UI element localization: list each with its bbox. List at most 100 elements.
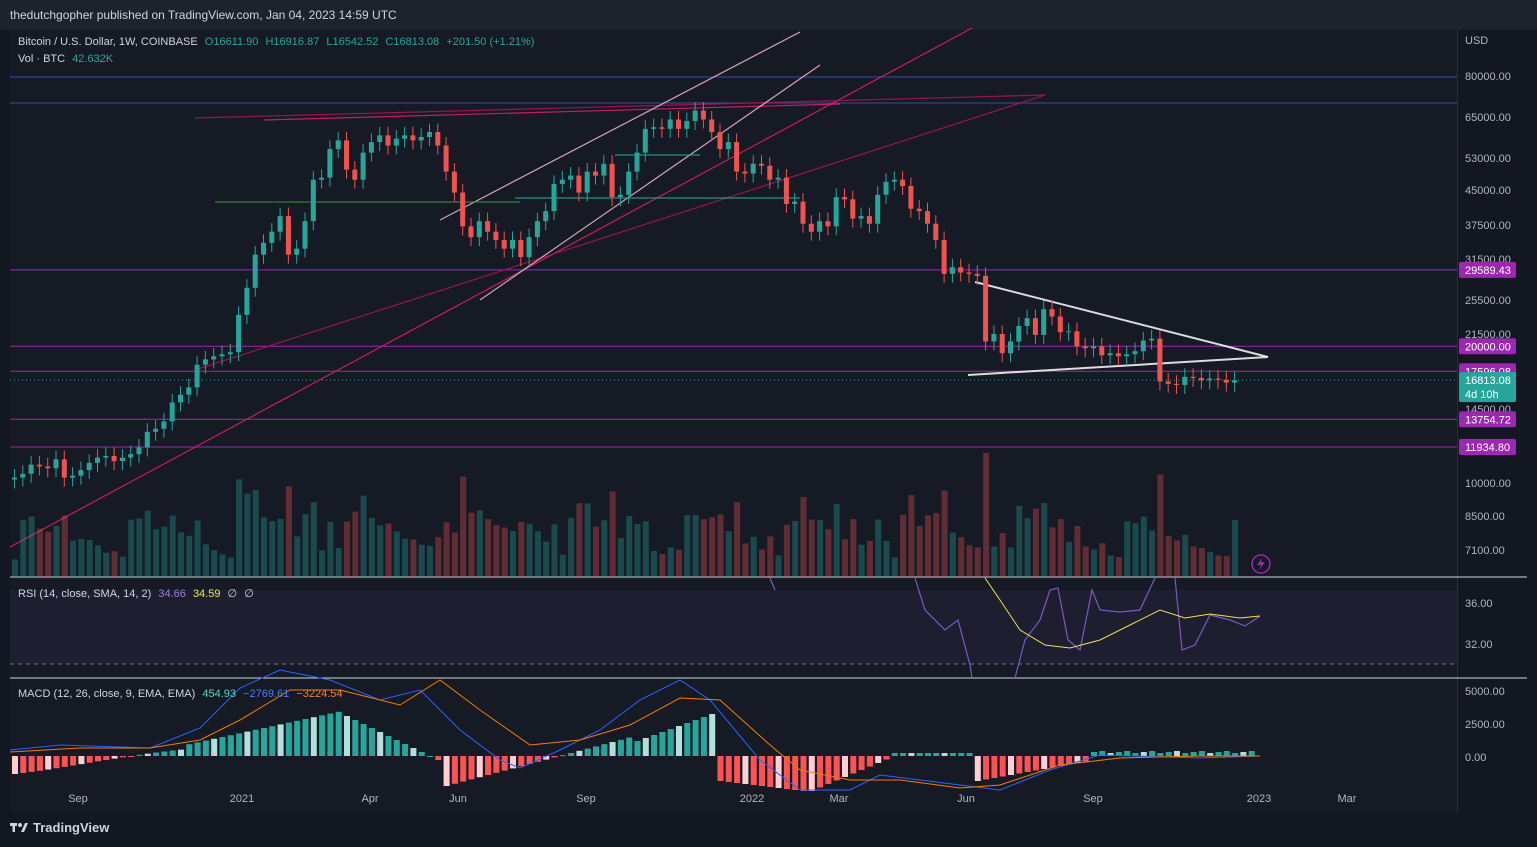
- macd-histogram-bar: [1174, 751, 1180, 756]
- volume-bar: [1082, 546, 1089, 577]
- trendline: [263, 103, 841, 121]
- volume-bar: [385, 523, 392, 577]
- macd-histogram-bar: [783, 756, 790, 789]
- symbol-label[interactable]: Bitcoin / U.S. Dollar, 1W, COINBASE: [18, 36, 198, 48]
- macd-histogram-bar: [792, 756, 799, 790]
- rsi-empty-1: ∅: [227, 588, 238, 600]
- rsi-sma-line: [984, 577, 1261, 649]
- macd-histogram-bar: [642, 738, 649, 756]
- macd-histogram-bar: [858, 756, 865, 770]
- candle-body: [28, 464, 34, 474]
- volume-bar: [1091, 549, 1097, 577]
- candle-body: [1115, 353, 1121, 357]
- candle-body: [800, 201, 806, 224]
- volume-bar: [593, 526, 599, 577]
- candle-body: [335, 140, 341, 150]
- candle-body: [576, 175, 582, 193]
- volume-bar: [119, 556, 126, 577]
- macd-histogram-bar: [593, 746, 599, 756]
- lightning-icon[interactable]: [1251, 554, 1271, 574]
- macd-histogram-bar: [576, 750, 583, 756]
- candle-body: [352, 169, 358, 180]
- volume-bar: [651, 550, 658, 577]
- candle-body: [767, 165, 773, 180]
- volume-bar: [1008, 547, 1014, 577]
- volume-bar: [435, 537, 442, 577]
- candle-body: [1207, 378, 1213, 381]
- volume-bar: [468, 512, 475, 577]
- macd-histogram-bar: [95, 756, 101, 762]
- close-value: C16813.08: [385, 36, 440, 48]
- volume-bar: [211, 550, 218, 577]
- volume-bar: [543, 541, 550, 577]
- volume-bar: [86, 539, 93, 577]
- macd-histogram-bar: [285, 722, 292, 756]
- macd-histogram-bar: [178, 749, 184, 756]
- price-tick-label: 7100.00: [1465, 545, 1505, 557]
- candle-body: [949, 267, 955, 274]
- volume-bar: [966, 545, 973, 577]
- volume-bar: [808, 519, 815, 577]
- macd-histogram-bar: [368, 728, 375, 756]
- macd-signal-line: [9, 679, 1260, 789]
- candle-body: [377, 135, 383, 143]
- candle-body: [128, 454, 134, 458]
- candle-body: [20, 473, 26, 478]
- volume-bar: [285, 486, 292, 577]
- macd-histogram-bar: [875, 756, 882, 763]
- volume-bar: [393, 531, 400, 577]
- rsi-line: [769, 577, 1261, 679]
- volume-bar: [227, 557, 234, 577]
- volume-bar: [734, 502, 741, 577]
- volume-bar: [908, 495, 915, 577]
- volume-bar: [344, 521, 350, 577]
- candle-body: [1165, 381, 1171, 384]
- candle-body: [78, 470, 84, 476]
- macd-histogram-bar: [1066, 756, 1073, 765]
- candle-body: [1140, 340, 1146, 352]
- trendline: [194, 94, 1046, 371]
- macd-histogram-bar: [302, 719, 309, 756]
- volume-bar: [601, 520, 608, 577]
- macd-histogram-bar: [510, 756, 516, 769]
- rsi-label[interactable]: RSI (14, close, SMA, 14, 2): [18, 588, 152, 600]
- candle-body: [526, 237, 532, 258]
- candle-body: [153, 428, 159, 432]
- macd-histogram-bar: [958, 753, 965, 756]
- chart-pane[interactable]: [10, 30, 1457, 812]
- price-tick-label: 65000.00: [1465, 112, 1511, 124]
- volume-bar: [20, 520, 27, 577]
- candle-body: [111, 455, 117, 462]
- macd-histogram-bar: [626, 737, 633, 756]
- macd-histogram-bar: [1107, 753, 1114, 756]
- macd-histogram-bar: [28, 756, 35, 772]
- macd-histogram-bar: [526, 756, 533, 764]
- macd-histogram-bar: [775, 756, 782, 788]
- macd-signal-value: −3224.54: [296, 688, 343, 700]
- macd-histogram-bar: [717, 756, 724, 781]
- macd-label[interactable]: MACD (12, 26, close, 9, EMA, EMA): [18, 688, 196, 700]
- volume-bar: [476, 510, 483, 577]
- macd-histogram-bar: [634, 741, 641, 756]
- macd-histogram-bar: [559, 755, 566, 757]
- macd-histogram-bar: [767, 756, 774, 787]
- candle-body: [236, 314, 242, 353]
- macd-histogram-bar: [1091, 752, 1097, 756]
- volume-bar: [202, 544, 209, 577]
- candle-body: [941, 239, 947, 274]
- change-value: +201.50 (+1.21%): [446, 36, 535, 48]
- macd-histogram-bar: [1207, 753, 1214, 756]
- time-axis-label: Sep: [1083, 793, 1103, 805]
- tradingview-logo[interactable]: TradingView: [10, 820, 109, 835]
- candle-body: [119, 457, 125, 462]
- macd-histogram-bar: [451, 756, 458, 784]
- candle-body: [891, 179, 897, 182]
- rsi-sma-value: 34.59: [192, 588, 221, 600]
- macd-histogram-bar: [991, 756, 998, 778]
- trendline: [479, 64, 821, 301]
- volume-label[interactable]: Vol · BTC: [18, 53, 66, 65]
- volume-bar: [319, 550, 326, 577]
- candle-body: [974, 273, 980, 276]
- macd-histogram-bar: [211, 738, 218, 756]
